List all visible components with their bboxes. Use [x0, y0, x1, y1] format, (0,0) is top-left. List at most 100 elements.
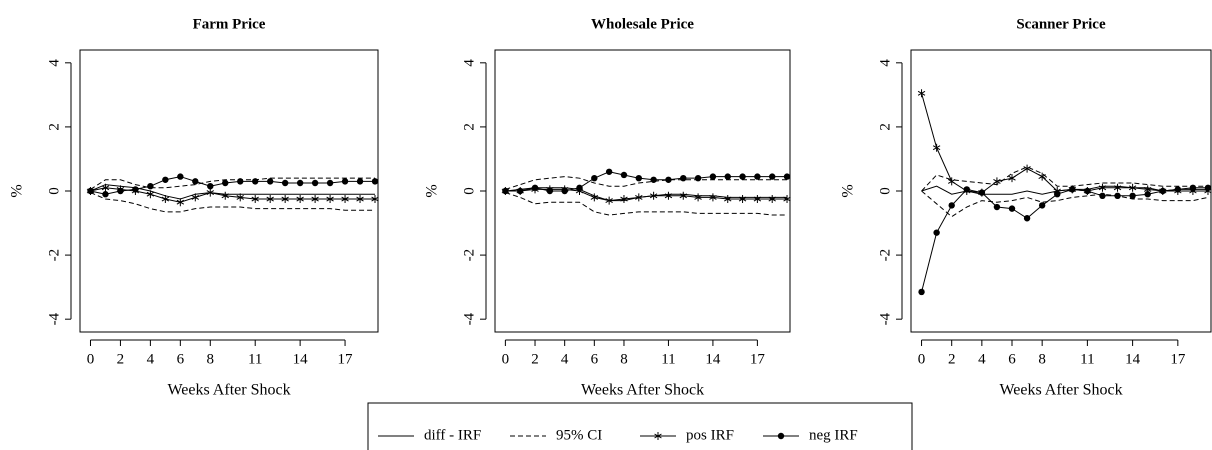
- dot-marker: [341, 178, 349, 185]
- dot-marker: [591, 174, 598, 182]
- star-marker: [281, 195, 289, 204]
- ci-line: [505, 176, 788, 190]
- dot-marker: [502, 187, 509, 195]
- x-axis-label: Weeks After Shock: [581, 382, 704, 399]
- star-marker: [679, 191, 687, 200]
- x-tick-label: 8: [207, 351, 215, 367]
- star-marker: [251, 195, 259, 204]
- star-marker: [1038, 172, 1046, 181]
- legend-label: diff - IRF: [424, 427, 481, 443]
- star-marker: [1008, 174, 1016, 183]
- x-tick-label: 17: [338, 351, 354, 367]
- dot-marker: [531, 184, 539, 191]
- star-marker: [101, 183, 110, 192]
- ci-line: [505, 192, 788, 216]
- legend-box: [367, 402, 913, 450]
- dot-marker: [132, 186, 139, 193]
- legend-label: 95% CI: [556, 427, 602, 443]
- dot-marker: [237, 178, 244, 185]
- star-marker: [221, 191, 229, 200]
- x-tick-label: 6: [591, 351, 599, 367]
- star-marker: [296, 195, 304, 204]
- dot-marker: [311, 179, 319, 187]
- x-tick-label: 17: [750, 351, 766, 367]
- star-marker: [371, 195, 379, 204]
- y-tick-label: -2: [46, 249, 62, 262]
- dot-marker: [680, 174, 687, 182]
- dot-marker: [517, 187, 524, 195]
- x-axis-label: Weeks After Shock: [999, 382, 1122, 399]
- plot-frame: [910, 49, 1212, 333]
- dot-marker: [1038, 202, 1046, 209]
- x-tick-label: 4: [147, 351, 155, 367]
- dot-marker: [948, 202, 955, 209]
- x-axis-label: Weeks After Shock: [167, 382, 290, 399]
- x-tick-label: 0: [918, 351, 926, 367]
- star-marker: [1128, 183, 1137, 192]
- star-marker: [1113, 183, 1122, 192]
- dot-marker: [1054, 191, 1061, 198]
- star-marker: [236, 193, 244, 202]
- dot-marker: [754, 173, 761, 180]
- dot-marker: [1008, 205, 1016, 212]
- dot-marker: [1084, 187, 1091, 195]
- dot-marker: [1204, 184, 1212, 191]
- dot-marker: [650, 176, 657, 183]
- dot-marker: [252, 178, 259, 185]
- dot-marker: [266, 178, 274, 185]
- dot-marker: [296, 179, 304, 187]
- dot-marker: [769, 173, 776, 180]
- dot-marker: [1099, 192, 1106, 200]
- y-tick-label: 4: [461, 59, 477, 67]
- x-tick-label: 0: [87, 351, 95, 367]
- star-marker: [993, 177, 1001, 186]
- irf-line: [90, 187, 376, 203]
- y-axis-label: %: [424, 184, 441, 197]
- star-marker: [709, 193, 717, 202]
- x-tick-label: 0: [502, 351, 510, 367]
- star-marker: [266, 195, 274, 204]
- x-tick-label: 6: [1008, 351, 1016, 367]
- star-marker: [311, 195, 319, 204]
- dot-marker: [1114, 192, 1121, 200]
- star-marker: [768, 195, 776, 204]
- star-marker: [724, 195, 732, 204]
- y-tick-label: -4: [46, 312, 62, 325]
- irf-line: [921, 93, 1208, 194]
- dot-marker: [694, 174, 702, 182]
- dot-marker: [739, 173, 746, 180]
- dot-marker: [620, 171, 628, 179]
- dot-marker: [605, 168, 613, 175]
- y-tick-label: 0: [877, 187, 893, 195]
- x-tick-label: 4: [561, 351, 569, 367]
- star-marker: [191, 193, 200, 202]
- dot-marker: [177, 173, 184, 180]
- star-marker: [932, 143, 941, 152]
- x-tick-label: 2: [531, 351, 539, 367]
- y-tick-label: -2: [877, 249, 893, 262]
- y-axis-label: %: [9, 184, 26, 197]
- ci-line: [921, 166, 1208, 192]
- plot-frame: [79, 49, 379, 333]
- x-tick-label: 14: [293, 351, 309, 367]
- ci-line: [90, 177, 376, 190]
- dot-marker: [933, 229, 940, 236]
- dot-marker: [117, 187, 124, 195]
- star-marker: [605, 196, 613, 205]
- chart-title: Scanner Price: [1016, 16, 1106, 32]
- x-tick-label: 4: [978, 351, 986, 367]
- dot-marker: [576, 184, 583, 191]
- y-tick-label: 2: [46, 123, 62, 131]
- star-marker: [590, 193, 599, 202]
- star-marker: [947, 177, 956, 186]
- dot-marker: [963, 186, 970, 193]
- dot-marker: [281, 179, 289, 187]
- star-marker: [326, 195, 334, 204]
- star-marker: [635, 193, 643, 202]
- y-tick-label: 2: [461, 123, 477, 131]
- dot-marker: [918, 288, 925, 296]
- dot-marker: [356, 178, 364, 185]
- dot-marker: [1159, 187, 1166, 195]
- ci-line: [921, 190, 1209, 218]
